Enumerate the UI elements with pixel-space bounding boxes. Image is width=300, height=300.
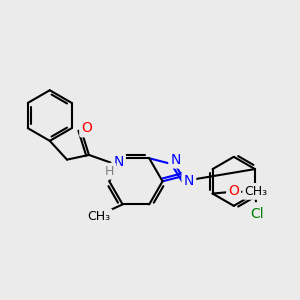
Text: N: N bbox=[113, 155, 124, 169]
Text: O: O bbox=[228, 184, 239, 198]
Text: O: O bbox=[81, 121, 92, 135]
Text: CH₃: CH₃ bbox=[88, 210, 111, 224]
Text: N: N bbox=[184, 174, 194, 188]
Text: N: N bbox=[170, 152, 181, 167]
Text: H: H bbox=[105, 165, 115, 178]
Text: CH₃: CH₃ bbox=[244, 185, 267, 198]
Text: Cl: Cl bbox=[250, 207, 263, 221]
Text: N: N bbox=[184, 174, 194, 188]
